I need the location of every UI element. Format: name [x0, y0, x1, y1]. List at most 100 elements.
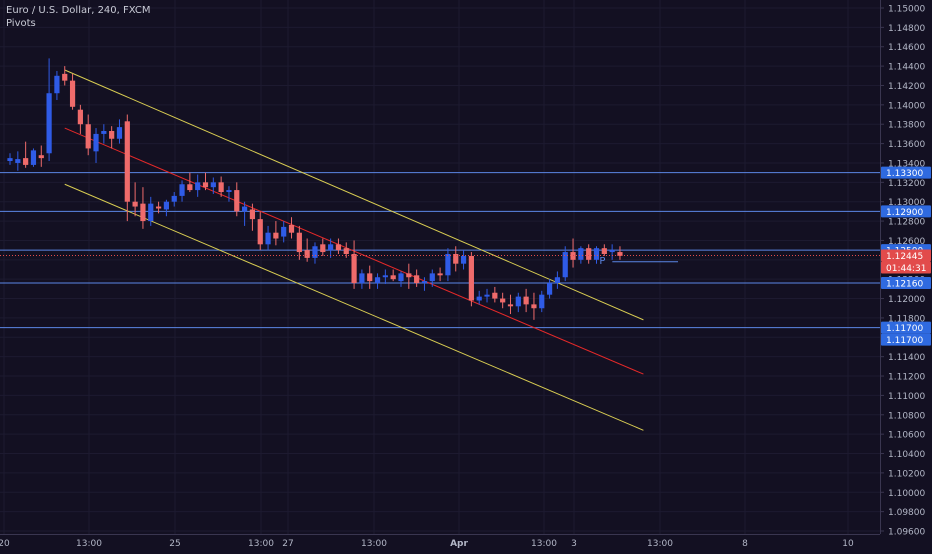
candle[interactable]	[155, 201, 162, 214]
candle[interactable]	[523, 288, 529, 313]
candle[interactable]	[304, 238, 310, 262]
candle[interactable]	[601, 244, 607, 256]
candle[interactable]	[179, 180, 185, 202]
candle[interactable]	[562, 246, 568, 282]
candle[interactable]	[257, 211, 263, 251]
candle[interactable]	[116, 119, 123, 144]
candle[interactable]	[586, 244, 592, 264]
candle[interactable]	[320, 238, 326, 256]
candle[interactable]	[101, 124, 107, 144]
candle[interactable]	[406, 263, 412, 289]
candle[interactable]	[531, 292, 537, 320]
candle[interactable]	[437, 267, 443, 282]
candle-body	[195, 182, 201, 191]
candle-body	[617, 252, 623, 256]
candle[interactable]	[265, 225, 271, 251]
candle[interactable]	[62, 66, 68, 86]
candle[interactable]	[242, 201, 248, 226]
candle[interactable]	[296, 225, 302, 260]
candle[interactable]	[69, 73, 76, 110]
candle[interactable]	[132, 182, 138, 217]
channel-line-lower[interactable]	[64, 183, 644, 431]
candle[interactable]	[453, 246, 459, 272]
time-tick-label: 3	[571, 539, 577, 549]
candle-body	[288, 224, 295, 233]
candle[interactable]	[593, 246, 600, 264]
candle[interactable]	[500, 292, 506, 309]
candle-body	[46, 93, 52, 154]
candle[interactable]	[507, 294, 514, 315]
candle[interactable]	[476, 290, 482, 305]
candle[interactable]	[460, 250, 467, 270]
candle[interactable]	[421, 277, 428, 291]
candle[interactable]	[273, 221, 279, 246]
candle[interactable]	[124, 114, 130, 222]
candle[interactable]	[93, 128, 99, 163]
candle[interactable]	[30, 148, 37, 167]
candle[interactable]	[202, 172, 209, 191]
candle[interactable]	[390, 269, 396, 282]
candle[interactable]	[163, 199, 169, 217]
candle[interactable]	[367, 265, 373, 289]
candle-body	[406, 273, 412, 278]
candle[interactable]	[609, 244, 615, 260]
candle[interactable]	[335, 238, 342, 255]
price-tick-label: 1.13400	[888, 159, 925, 169]
candle[interactable]	[187, 172, 193, 193]
candle[interactable]	[218, 176, 224, 197]
candle[interactable]	[23, 141, 29, 168]
candle[interactable]	[15, 151, 21, 171]
candle[interactable]	[617, 246, 623, 260]
candle-body	[601, 248, 607, 255]
candle[interactable]	[46, 58, 52, 162]
candle[interactable]	[328, 238, 334, 258]
candle[interactable]	[414, 269, 420, 287]
candle[interactable]	[54, 70, 60, 101]
candle[interactable]	[515, 292, 521, 313]
candle[interactable]	[140, 187, 146, 229]
candle[interactable]	[148, 196, 154, 226]
candle[interactable]	[226, 186, 232, 202]
candle[interactable]	[343, 242, 349, 258]
price-axis[interactable]: 1.15000 1.14800 1.14600 1.14400 1.14200 1.140…	[880, 5, 925, 538]
candle[interactable]	[546, 279, 553, 299]
candles[interactable]	[7, 58, 623, 320]
candle[interactable]	[398, 271, 404, 287]
candle[interactable]	[312, 242, 318, 264]
candle[interactable]	[578, 246, 584, 264]
time-axis[interactable]: 20 13:00 25 13:00 27 13:00 Apr 13:00 3 13:00 8 10	[0, 539, 854, 549]
price-tick-label: 1.12800	[888, 218, 925, 228]
candle-body	[531, 304, 537, 309]
candle[interactable]	[210, 177, 216, 194]
candle[interactable]	[351, 240, 357, 289]
candle[interactable]	[468, 252, 474, 307]
candle[interactable]	[249, 203, 256, 231]
candle[interactable]	[445, 248, 451, 282]
candle-body	[140, 203, 146, 222]
candle[interactable]	[281, 221, 287, 243]
candle[interactable]	[234, 182, 240, 217]
candle[interactable]	[429, 269, 435, 287]
candle[interactable]	[374, 273, 381, 289]
channel-line-upper[interactable]	[64, 69, 644, 321]
candle[interactable]	[77, 104, 83, 134]
candle[interactable]	[109, 126, 115, 149]
candle[interactable]	[195, 174, 201, 197]
price-tick-label: 1.11400	[888, 353, 925, 363]
candle[interactable]	[382, 269, 388, 285]
candle[interactable]	[38, 145, 44, 167]
candle[interactable]	[7, 153, 13, 165]
candle[interactable]	[484, 288, 490, 303]
candle[interactable]	[171, 192, 177, 207]
candle[interactable]	[85, 114, 91, 156]
candle[interactable]	[539, 290, 545, 313]
candle[interactable]	[554, 271, 560, 289]
candle[interactable]	[492, 286, 498, 303]
candle[interactable]	[359, 269, 365, 289]
candle[interactable]	[288, 217, 295, 239]
pivot-level-label: 1.12900	[881, 205, 931, 218]
pivot-level-label-text: 1.11700	[886, 324, 923, 334]
current-price-label-bg	[881, 249, 931, 262]
